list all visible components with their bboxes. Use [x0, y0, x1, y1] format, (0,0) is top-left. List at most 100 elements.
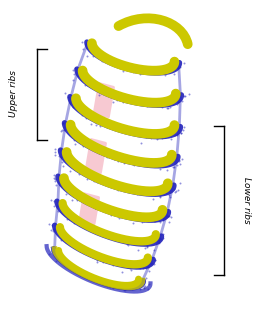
Point [68, 265, 73, 271]
Point [85, 41, 89, 46]
Point [112, 157, 116, 162]
Point [173, 65, 177, 70]
Point [131, 264, 135, 269]
Point [109, 212, 113, 218]
Point [143, 283, 147, 289]
Point [144, 275, 148, 281]
Point [72, 137, 76, 142]
Point [106, 92, 110, 97]
Point [89, 121, 93, 126]
Point [101, 259, 105, 265]
Point [65, 95, 70, 100]
Point [104, 233, 108, 239]
Point [64, 239, 68, 244]
Point [122, 161, 126, 166]
Point [146, 68, 150, 74]
Point [55, 204, 59, 209]
Point [135, 191, 139, 196]
Point [151, 196, 155, 201]
Point [161, 235, 166, 241]
Point [180, 156, 184, 161]
Point [182, 60, 186, 65]
Point [95, 260, 99, 265]
Point [100, 58, 105, 63]
Point [91, 53, 95, 58]
Point [172, 65, 176, 70]
Point [90, 276, 94, 281]
Point [123, 287, 128, 292]
Point [84, 115, 89, 120]
Point [49, 228, 53, 233]
Point [182, 94, 186, 99]
Point [61, 208, 65, 213]
Point [173, 132, 177, 137]
Point [84, 201, 89, 206]
Point [97, 150, 101, 155]
Point [122, 214, 126, 220]
Point [122, 214, 126, 219]
Point [151, 68, 155, 73]
Point [168, 104, 172, 109]
Point [144, 266, 148, 271]
Point [113, 126, 117, 132]
Point [138, 71, 142, 76]
Point [105, 146, 109, 152]
Point [187, 92, 192, 97]
Point [158, 236, 162, 241]
Point [105, 283, 109, 289]
Point [80, 112, 84, 118]
Text: Upper ribs: Upper ribs [9, 70, 18, 117]
Point [176, 158, 181, 164]
Point [94, 123, 98, 128]
Point [87, 83, 91, 88]
Point [80, 77, 84, 82]
Point [176, 65, 180, 70]
Point [68, 100, 72, 106]
Point [105, 124, 109, 129]
Point [141, 286, 146, 291]
Point [49, 222, 54, 228]
Point [122, 287, 126, 292]
Point [131, 240, 135, 245]
Point [84, 54, 89, 59]
Point [53, 152, 58, 157]
Point [56, 208, 61, 213]
Point [126, 242, 130, 247]
Point [56, 199, 60, 205]
Point [60, 128, 64, 133]
Point [131, 69, 136, 75]
Point [57, 153, 61, 158]
Point [183, 93, 187, 98]
Point [59, 237, 63, 242]
Point [71, 77, 76, 82]
Point [132, 163, 136, 168]
Point [49, 198, 54, 203]
Point [164, 191, 169, 196]
Point [118, 238, 122, 244]
Point [105, 183, 110, 188]
Point [167, 69, 171, 74]
Point [56, 255, 61, 261]
Point [175, 99, 180, 104]
Point [62, 262, 66, 268]
Text: Lower ribs: Lower ribs [242, 177, 251, 224]
Point [51, 226, 56, 231]
Point [61, 120, 65, 125]
Point [128, 189, 132, 195]
Point [130, 287, 134, 292]
Point [84, 46, 89, 51]
Point [57, 253, 61, 258]
Point [95, 257, 99, 262]
Point [85, 251, 89, 256]
Point [172, 165, 176, 170]
Point [132, 285, 136, 290]
Point [139, 140, 143, 145]
Point [105, 154, 109, 160]
Point [80, 272, 84, 277]
Point [140, 266, 145, 271]
Point [73, 141, 78, 147]
Point [81, 46, 85, 51]
Point [158, 219, 162, 224]
Point [158, 167, 163, 172]
Point [158, 69, 162, 74]
